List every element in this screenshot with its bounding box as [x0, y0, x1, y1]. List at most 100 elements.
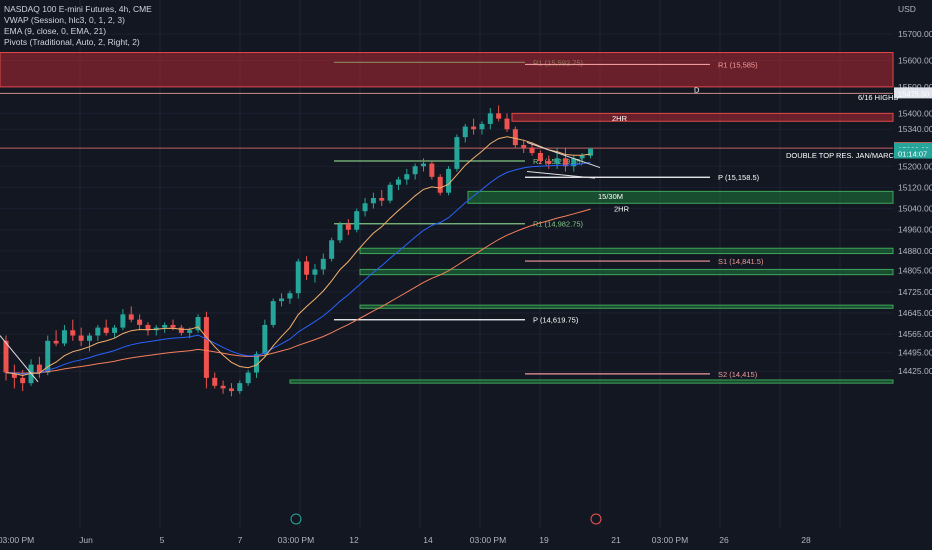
support-zone-4 [359, 268, 894, 276]
candle-body-60 [504, 118, 510, 130]
candle-body-59 [496, 113, 502, 119]
vwap-line [5, 208, 591, 374]
candle-body-35 [295, 261, 301, 294]
legend-vwap[interactable]: VWAP (Session, hlc3, 0, 1, 2, 3) [4, 15, 125, 25]
x-tick-7: 03:00 PM [470, 535, 506, 545]
candle-body-22 [187, 330, 193, 333]
x-tick-2: 5 [160, 535, 165, 545]
candle-body-36 [304, 261, 310, 275]
x-tick-8: 19 [539, 535, 549, 545]
candle-body-70 [588, 148, 593, 156]
candle-body-26 [220, 385, 226, 389]
candle-body-12 [103, 327, 109, 333]
y-tick-15: 14425.00 [898, 366, 932, 376]
pivot-label-6: P (14,619.75) [533, 316, 579, 325]
price-tag-0: 15475.50 [898, 89, 929, 98]
candle-body-4 [36, 364, 42, 373]
candle-body-44 [370, 197, 376, 204]
pivot-label-5: S1 (14,841.5) [718, 257, 764, 266]
currency-label: USD [898, 4, 916, 14]
x-tick-9: 21 [611, 535, 621, 545]
support-zone-3 [359, 247, 894, 255]
price-tag-bg-3 [894, 147, 932, 159]
candle-body-38 [320, 258, 326, 270]
support-zone-6 [289, 379, 894, 384]
candle-body-37 [312, 269, 318, 275]
y-tick-10: 14805.00 [898, 266, 932, 276]
candle-body-49 [412, 166, 418, 175]
candle-body-29 [245, 372, 251, 384]
candle-body-14 [120, 314, 126, 328]
candle-body-20 [170, 324, 176, 328]
candle-body-11 [95, 327, 101, 336]
resistance-zone-0 [0, 52, 894, 88]
candle-body-6 [53, 340, 59, 344]
legend-symbol[interactable]: NASDAQ 100 E-mini Futures, 4h, CME [4, 4, 152, 14]
candle-body-17 [145, 324, 151, 331]
candle-body-55 [462, 126, 468, 138]
candle-body-13 [112, 327, 118, 333]
candle-body-19 [162, 324, 168, 328]
candle-body-58 [487, 113, 493, 124]
x-tick-1: Jun [79, 535, 93, 545]
y-tick-0: 15700.00 [898, 29, 932, 39]
pivot-label-3: P (15,158.5) [718, 173, 760, 182]
y-tick-14: 14495.00 [898, 348, 932, 358]
candle-body-46 [387, 184, 393, 201]
candle-body-63 [529, 147, 535, 154]
candle-body-56 [471, 126, 477, 130]
pivot-label-1: R1 (15,585) [718, 60, 758, 69]
candle-body-25 [212, 377, 218, 386]
candle-body-1 [11, 372, 17, 378]
pivot-label-7: S2 (14,415) [718, 370, 758, 379]
candle-body-5 [45, 340, 51, 373]
candle-body-23 [195, 317, 201, 331]
candle-body-15 [128, 314, 134, 320]
candle-body-43 [362, 203, 368, 212]
x-tick-4: 03:00 PM [278, 535, 314, 545]
candle-body-61 [512, 129, 518, 146]
candle-body-39 [329, 240, 335, 259]
y-tick-2: 15500.00 [898, 82, 932, 92]
resistance-zone-1 [511, 112, 894, 122]
note-2: DOUBLE TOP RES. JAN/MARCH 2022 [786, 151, 918, 160]
wedge-lower-line [526, 171, 596, 179]
legend-pivots[interactable]: Pivots (Traditional, Auto, 2, Right, 2) [4, 37, 140, 47]
candle-body-45 [379, 197, 385, 201]
price-tag-bg-0 [894, 87, 932, 99]
candle-body-53 [446, 168, 452, 193]
legend-ema[interactable]: EMA (9, close, 0, EMA, 21) [4, 26, 107, 36]
note-1: 6/16 HIGHS [858, 93, 898, 102]
x-tick-10: 03:00 PM [652, 535, 688, 545]
support-zone-5 [359, 304, 894, 309]
note-0: D [694, 86, 700, 95]
event-marker-icon [590, 513, 602, 525]
candle-body-47 [395, 179, 401, 185]
candle-body-42 [354, 211, 360, 230]
candle-body-52 [437, 176, 443, 193]
ema9-line [5, 136, 591, 377]
x-tick-5: 12 [349, 535, 359, 545]
candle-body-68 [571, 158, 577, 167]
candle-body-64 [537, 153, 543, 161]
candle-body-57 [479, 123, 485, 130]
zone-label-0: 2HR [612, 114, 628, 123]
candle-body-7 [61, 330, 67, 344]
candle-body-40 [337, 224, 343, 241]
x-tick-12: 28 [801, 535, 811, 545]
candle-body-32 [270, 301, 276, 325]
support-zone-2 [467, 190, 894, 204]
y-tick-6: 15120.00 [898, 182, 932, 192]
candle-body-54 [454, 137, 460, 169]
zone-label-1: 15/30M [598, 192, 623, 201]
candle-body-66 [554, 158, 560, 164]
candle-body-67 [562, 158, 568, 167]
candle-body-51 [429, 163, 435, 177]
candle-body-33 [279, 298, 285, 302]
y-tick-1: 15600.00 [898, 55, 932, 65]
candle-body-62 [521, 145, 527, 148]
candle-body-27 [228, 388, 234, 392]
y-tick-8: 14960.00 [898, 225, 932, 235]
y-tick-7: 15040.00 [898, 204, 932, 214]
